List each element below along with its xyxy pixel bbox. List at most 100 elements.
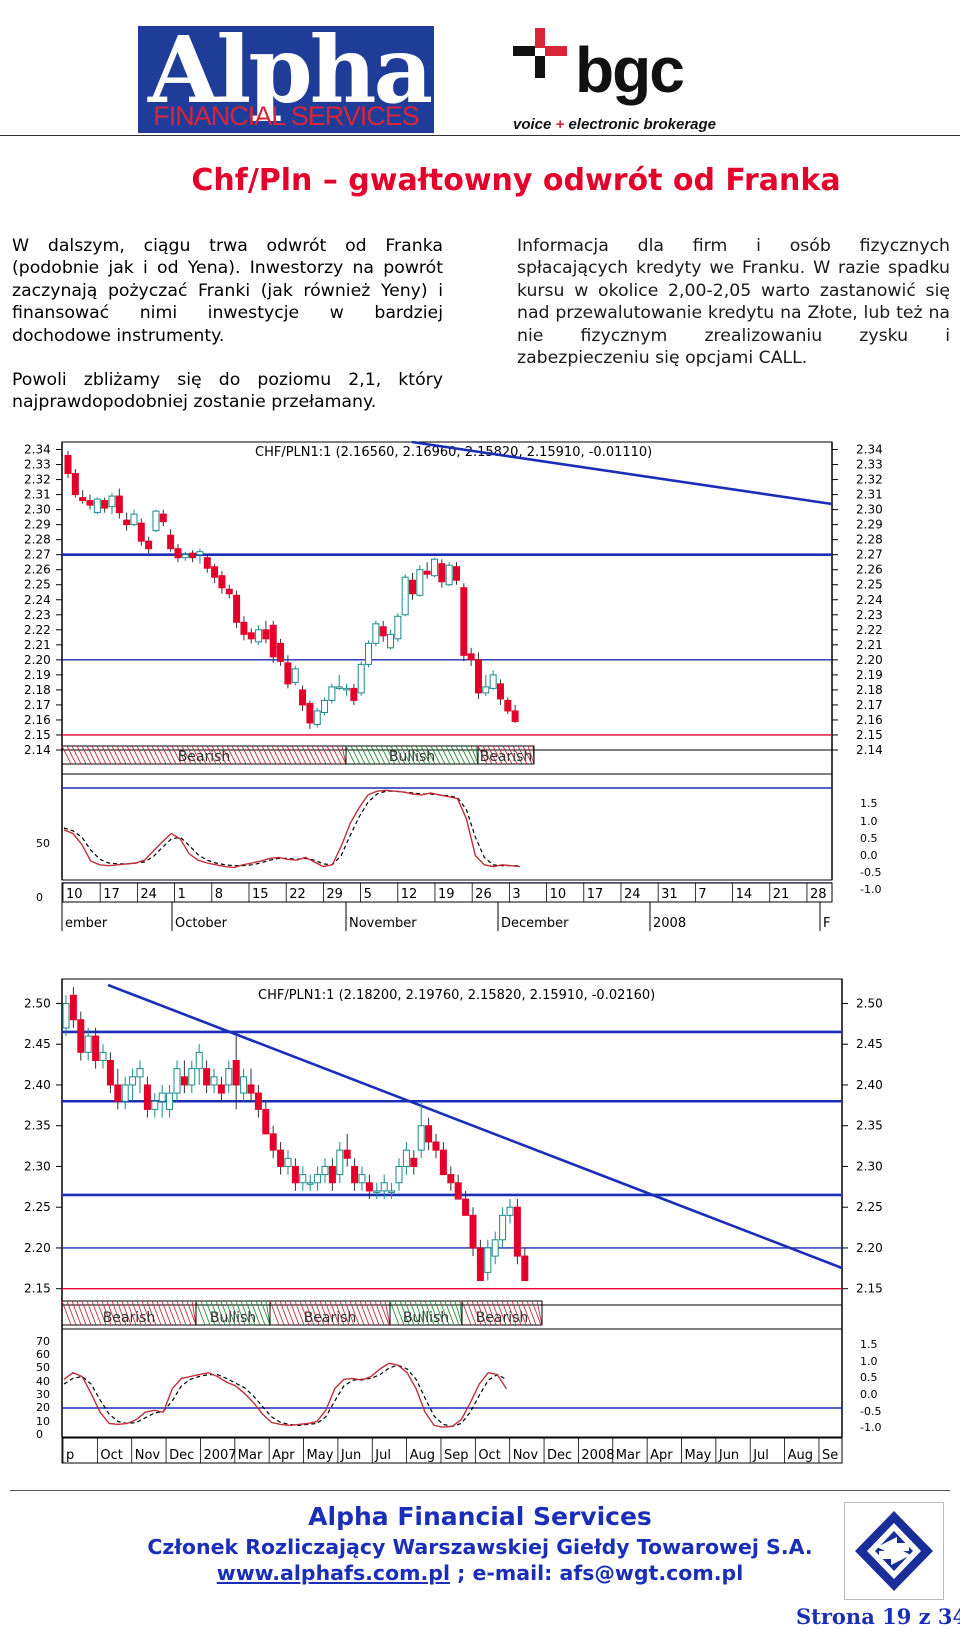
candle-body xyxy=(439,1149,447,1176)
candle-body xyxy=(262,1108,270,1135)
candle-body xyxy=(240,621,248,635)
footer-company-name: Alpha Financial Services xyxy=(308,1502,652,1531)
candle-body xyxy=(77,1019,85,1053)
candle-body xyxy=(123,519,131,526)
signal-band-hatch xyxy=(101,745,112,765)
oscillator-tick-left: 20 xyxy=(36,1401,50,1414)
x-tick-label: 26 xyxy=(475,887,492,902)
candle-body xyxy=(357,663,365,694)
oscillator-signal-line xyxy=(63,790,521,867)
x-tick-label: 24 xyxy=(140,887,157,902)
x-tick-label: 2007 xyxy=(203,1448,236,1463)
candle-body xyxy=(218,575,226,589)
trend-line xyxy=(107,983,843,1270)
signal-band-hatch xyxy=(454,1300,463,1326)
signal-band-hatch xyxy=(455,745,466,765)
signal-band-hatch xyxy=(96,745,107,765)
signal-band-hatch xyxy=(76,1300,87,1326)
email-text[interactable]: ; e-mail: afs@wgt.com.pl xyxy=(450,1561,744,1585)
signal-band-hatch xyxy=(506,1300,517,1326)
signal-band-hatch xyxy=(250,1300,261,1326)
y-tick-label-right: 2.22 xyxy=(856,623,883,637)
footer: Alpha Financial Services Członek Rozlicz… xyxy=(0,1500,960,1586)
signal-band-hatch xyxy=(121,1300,132,1326)
signal-band-hatch xyxy=(476,1300,487,1326)
signal-band-hatch xyxy=(394,1300,405,1326)
signal-band-hatch xyxy=(71,1300,82,1326)
signal-band-hatch xyxy=(81,745,92,765)
candle-body xyxy=(121,1084,129,1102)
candle-body xyxy=(115,495,123,514)
signal-band-hatch xyxy=(389,1300,400,1326)
y-tick-label-right: 2.32 xyxy=(856,473,883,487)
signal-band-hatch xyxy=(71,745,82,765)
candle-body xyxy=(462,1198,470,1216)
signal-band-hatch xyxy=(339,1300,350,1326)
y-tick-label-right: 2.29 xyxy=(856,518,883,532)
x-tick-label: Jun xyxy=(718,1448,739,1463)
signal-band-hatch xyxy=(241,745,252,765)
candle-body xyxy=(482,686,490,694)
signal-band-hatch xyxy=(355,745,366,765)
signal-band-hatch xyxy=(274,1300,285,1326)
y-tick-label-right: 2.35 xyxy=(856,1119,883,1133)
signal-band-hatch xyxy=(319,1300,330,1326)
x-tick-label: 24 xyxy=(624,887,641,902)
oscillator-panel-frame xyxy=(61,773,833,881)
candle-body xyxy=(395,1165,403,1184)
x-tick-label: 22 xyxy=(289,887,306,902)
y-tick-label-left: 2.28 xyxy=(24,533,51,547)
x-tick-label: 19 xyxy=(438,887,455,902)
signal-band-hatch xyxy=(131,1300,142,1326)
website-link[interactable]: www.alphafs.com.pl xyxy=(216,1561,451,1585)
y-tick-label-left: 2.18 xyxy=(24,683,51,697)
signal-band-hatch xyxy=(121,745,132,765)
signal-band-hatch xyxy=(399,1300,410,1326)
signal-band-hatch xyxy=(501,1300,512,1326)
y-tick-label-right: 2.18 xyxy=(856,683,883,697)
candle-body xyxy=(343,687,351,691)
signal-band-hatch xyxy=(326,745,337,765)
y-tick-label-left: 2.25 xyxy=(24,1200,51,1214)
signal-band-hatch xyxy=(111,745,122,765)
candle-body xyxy=(217,1084,225,1094)
y-tick-label-right: 2.27 xyxy=(856,548,883,562)
candle-body xyxy=(188,1068,196,1086)
x-tick-label: 10 xyxy=(550,887,567,902)
signal-band-hatch xyxy=(161,745,172,765)
x-tick-label: 28 xyxy=(810,887,827,902)
signal-band-hatch xyxy=(291,745,302,765)
signal-band-hatch xyxy=(434,1300,445,1326)
paragraph-loan-advice: Informacja dla firm i osób fizycznych sp… xyxy=(517,236,950,369)
signal-band-label: Bullish xyxy=(389,749,435,765)
candle-body xyxy=(247,1084,255,1094)
x-tick-label: 7 xyxy=(698,887,706,902)
y-tick-label-right: 2.50 xyxy=(856,996,883,1010)
signal-band-hatch xyxy=(220,1300,231,1326)
signal-band-hatch xyxy=(265,1300,271,1326)
signal-band-label: Bearish xyxy=(304,1310,357,1326)
signal-band-hatch xyxy=(171,745,182,765)
candle-body xyxy=(394,615,402,640)
signal-band-hatch xyxy=(66,1300,77,1326)
x-tick-label: Mar xyxy=(616,1448,641,1463)
candle-body xyxy=(402,1149,410,1167)
oscillator-tick-right: 0.0 xyxy=(860,849,878,862)
footer-contact: www.alphafs.com.pl ; e-mail: afs@wgt.com… xyxy=(0,1560,960,1586)
x-tick-label: Dec xyxy=(547,1448,572,1463)
x-tick-label: Mar xyxy=(238,1448,263,1463)
alpha-logo-subtitle: FINANCIAL SERVICES xyxy=(153,101,420,131)
x-tick-label: 14 xyxy=(736,887,753,902)
signal-band-hatch xyxy=(311,745,322,765)
signal-band-hatch xyxy=(345,745,356,765)
signal-band-hatch xyxy=(517,745,528,765)
signal-band-hatch xyxy=(349,1300,360,1326)
candle-body xyxy=(336,1149,344,1176)
y-tick-label-left: 2.30 xyxy=(24,1159,51,1173)
y-tick-label-left: 2.45 xyxy=(24,1037,51,1051)
candle-body xyxy=(99,1051,107,1061)
signal-band-hatch xyxy=(101,1300,112,1326)
signal-band-hatch xyxy=(116,745,127,765)
signal-band-hatch xyxy=(161,1300,172,1326)
signal-band-hatch xyxy=(324,1300,335,1326)
